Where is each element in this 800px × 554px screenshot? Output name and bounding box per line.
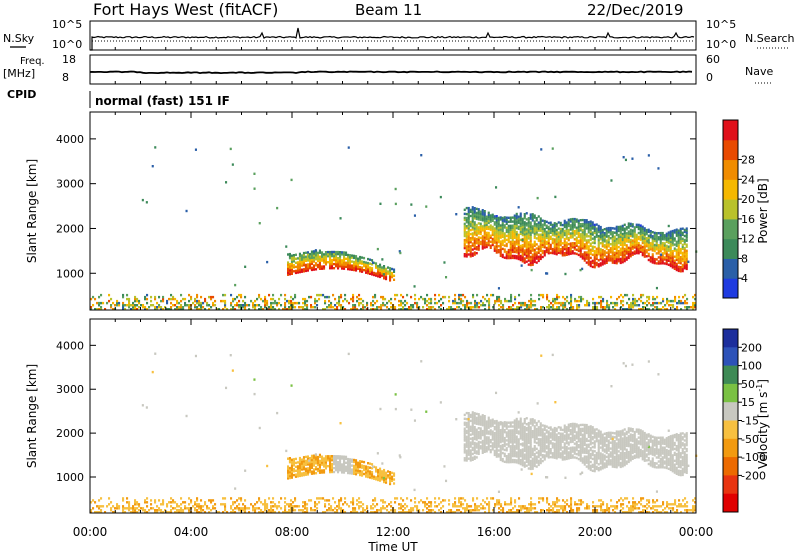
noise-right-tick-bottom: 10^0 bbox=[706, 38, 736, 51]
noise-left-tick-bottom: 10^0 bbox=[52, 38, 82, 51]
cpid-value: normal (fast) 151 IF bbox=[95, 94, 230, 108]
velocity-ylabel: Slant Range [km] bbox=[25, 364, 39, 468]
freq-tick-top: 18 bbox=[62, 53, 76, 66]
x-axis-label: Time UT bbox=[367, 540, 418, 554]
velocity-cbar-tick-0: 200 bbox=[741, 341, 762, 354]
cpid-label: CPID bbox=[7, 88, 36, 101]
velocity-ytick-label-1: 2000 bbox=[56, 427, 84, 440]
power-cbar-tick-0: 4 bbox=[741, 272, 748, 285]
power-cbar-segment-0 bbox=[723, 278, 738, 299]
velocity-cbar-tick-7: -200 bbox=[741, 469, 766, 482]
velocity-cbar-tick-3: 15 bbox=[741, 396, 755, 409]
velocity-cbar-segment-9 bbox=[723, 493, 738, 513]
power-cbar-tick-5: 24 bbox=[741, 173, 755, 186]
freq-label-1: Freq. bbox=[20, 56, 45, 67]
velocity-cbar-segment-0 bbox=[723, 329, 738, 348]
x-tick-label-0: 00:00 bbox=[73, 525, 108, 539]
power-cbar-segment-6 bbox=[723, 159, 738, 180]
x-tick-label-1: 04:00 bbox=[174, 525, 209, 539]
date-label: 22/Dec/2019 bbox=[587, 1, 683, 19]
freq-line bbox=[89, 70, 693, 75]
velocity-ytick-label-2: 3000 bbox=[56, 383, 84, 396]
velocity-cbar-tick-2: 50 bbox=[741, 378, 755, 391]
power-cbar-segment-2 bbox=[723, 238, 738, 259]
x-tick-label-5: 20:00 bbox=[578, 525, 613, 539]
freq-panel-frame bbox=[89, 54, 697, 85]
power-cbar-segment-5 bbox=[723, 179, 738, 200]
velocity-cbar-segment-1 bbox=[723, 347, 738, 367]
beam-label: Beam 11 bbox=[355, 1, 422, 19]
power-panel: 1000 2000 3000 4000 Slant Range [km] 4 8 12 16… bbox=[25, 47, 770, 311]
station-title: Fort Hays West (fitACF) bbox=[93, 0, 278, 19]
nave-tick-bottom: 0 bbox=[706, 71, 713, 84]
velocity-cbar-label: Velocity [m s-1] bbox=[755, 379, 770, 469]
power-ylabel: Slant Range [km] bbox=[25, 159, 39, 263]
velocity-cbar-tick-6: -100 bbox=[741, 451, 766, 464]
x-tick-label-3: 12:00 bbox=[376, 525, 411, 539]
freq-label-2: [MHz] bbox=[3, 67, 35, 80]
power-data-cells bbox=[90, 146, 698, 311]
power-ytick-label-0: 1000 bbox=[56, 267, 84, 280]
noise-left-tick-top: 10^5 bbox=[52, 18, 82, 31]
power-cbar-tick-6: 28 bbox=[741, 154, 755, 167]
power-cbar-tick-2: 12 bbox=[741, 233, 755, 246]
velocity-cbar-segment-3 bbox=[723, 383, 738, 403]
power-cbar-segment-3 bbox=[723, 218, 738, 240]
velocity-cbar-tick-4: -15 bbox=[741, 415, 759, 428]
power-cbar-tick-3: 16 bbox=[741, 213, 755, 226]
power-cbar-tick-1: 8 bbox=[741, 252, 748, 265]
velocity-cbar-segment-4 bbox=[723, 402, 738, 421]
power-cbar-segment-4 bbox=[723, 199, 738, 220]
power-ytick-label-3: 4000 bbox=[56, 133, 84, 146]
noise-right-tick-top: 10^5 bbox=[706, 18, 736, 31]
power-cbar-tick-4: 20 bbox=[741, 193, 755, 206]
noise-right-label: N.Search bbox=[745, 32, 795, 45]
freq-tick-bottom: 8 bbox=[62, 71, 69, 84]
freq-panel: Freq. [MHz] 18 8 60 0 Nave CPID normal (… bbox=[3, 53, 773, 108]
power-cbar-label: Power [dB] bbox=[756, 178, 770, 243]
power-cbar-segment-1 bbox=[723, 258, 738, 279]
x-tick-label-2: 08:00 bbox=[275, 525, 310, 539]
nave-label: Nave bbox=[745, 65, 773, 78]
velocity-cbar-segment-8 bbox=[723, 475, 738, 495]
noise-sky-line bbox=[90, 27, 695, 51]
velocity-cbar-tick-5: -50 bbox=[741, 433, 759, 446]
x-tick-label-6: 00:00 bbox=[679, 525, 714, 539]
velocity-cbar-segment-7 bbox=[723, 457, 738, 476]
velocity-ytick-label-3: 4000 bbox=[56, 339, 84, 352]
velocity-cbar-segment-5 bbox=[723, 420, 738, 440]
velocity-cbar-tick-1: 100 bbox=[741, 360, 762, 373]
velocity-cbar-segment-2 bbox=[723, 365, 738, 385]
noise-panel-frame bbox=[89, 20, 697, 51]
power-ytick-label-1: 2000 bbox=[56, 222, 84, 235]
nave-tick-top: 60 bbox=[706, 53, 720, 66]
velocity-cbar-segment-6 bbox=[723, 438, 738, 458]
velocity-ytick-label-0: 1000 bbox=[56, 471, 84, 484]
power-cbar-segment-7 bbox=[723, 139, 738, 161]
velocity-panel: 1000 2000 3000 4000 Slant Range [km] 200 100… bbox=[25, 318, 770, 514]
noise-left-label: N.Sky bbox=[3, 32, 35, 45]
noise-panel: N.Sky 10^5 10^0 10^5 10^0 N.Search bbox=[3, 18, 795, 51]
x-tick-label-4: 16:00 bbox=[477, 525, 512, 539]
power-ytick-label-2: 3000 bbox=[56, 178, 84, 191]
velocity-data-cells bbox=[90, 352, 698, 514]
power-cbar-segment-8 bbox=[723, 120, 738, 141]
